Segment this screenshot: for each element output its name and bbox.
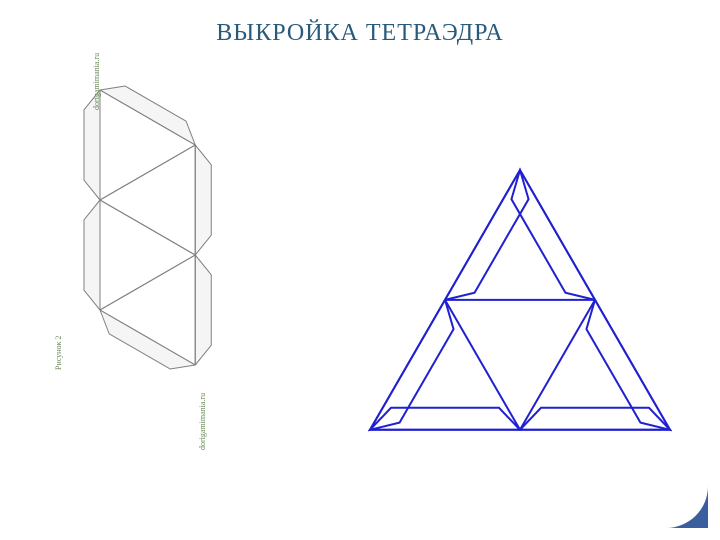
title-text: ВЫКРОЙКА ТЕТРАЭДРА (216, 20, 503, 46)
watermark-3: dorigamimania.ru (198, 393, 207, 450)
right-net-diagram (350, 140, 690, 445)
page-title: ВЫКРОЙКА ТЕТРАЭДРА (0, 20, 720, 47)
content-area: dorigamimania.ru Рисунок 2 dorigamimania… (0, 60, 720, 540)
right-net-svg (350, 140, 690, 440)
watermark-2: Рисунок 2 (54, 336, 63, 370)
left-net-svg (40, 70, 240, 520)
left-net-diagram: dorigamimania.ru Рисунок 2 dorigamimania… (40, 70, 240, 525)
watermark-1: dorigamimania.ru (92, 53, 101, 110)
page-curl-icon (666, 486, 708, 528)
